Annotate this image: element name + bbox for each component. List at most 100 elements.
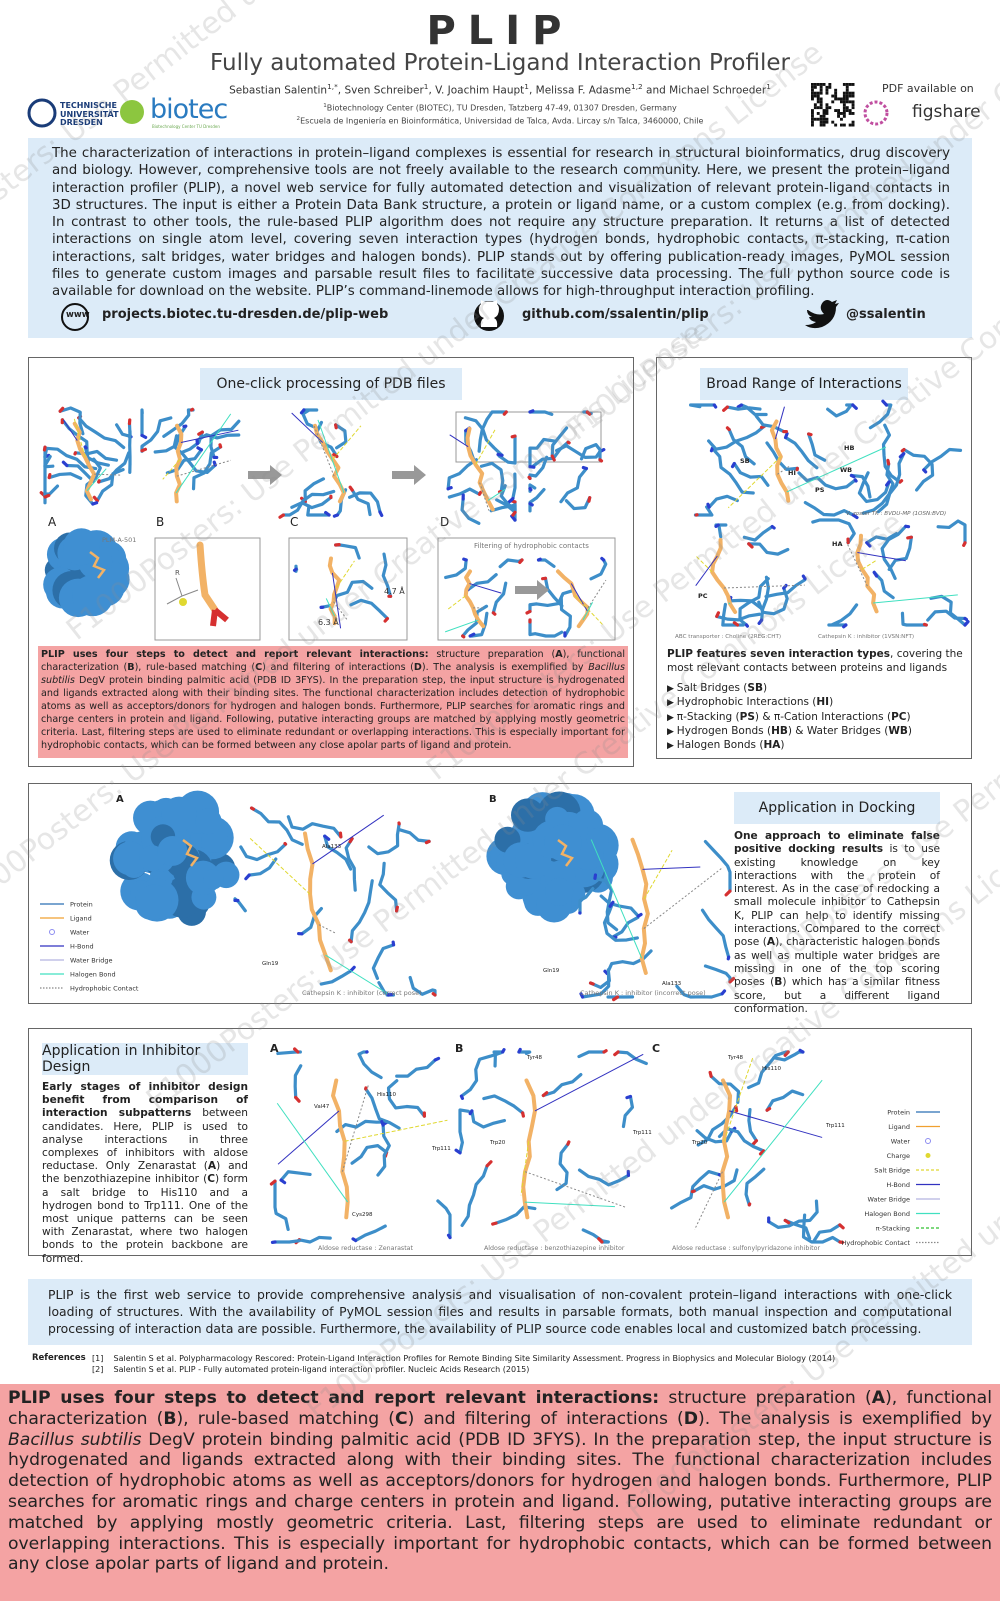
text-segment: , Sven Schreiber — [337, 84, 424, 97]
bullet: ▶ — [667, 741, 677, 752]
text-segment: WB — [888, 724, 908, 737]
enlarged-caption: PLIP uses four steps to detect and repor… — [0, 1384, 1000, 1601]
logo-text: TECHNISCHE — [60, 101, 117, 110]
text-segment: ), characteristic halogen bonds as well … — [734, 936, 940, 989]
docking-text: One approach to eliminate false positive… — [734, 830, 940, 1016]
text-segment: ) — [907, 724, 913, 737]
text-segment: 2 — [296, 115, 301, 122]
text-segment: Salt Bridges ( — [676, 682, 748, 694]
section-heading: Application in Docking — [734, 792, 940, 824]
text-segment: Sebastian Salentin — [229, 84, 328, 97]
list-item: ▶ Halogen Bonds (HA) — [667, 739, 965, 753]
text-segment: , Melissa F. Adasme — [528, 84, 632, 97]
references: [1] Salentin S et al. Polypharmacology R… — [92, 1353, 835, 1375]
link[interactable]: projects.biotec.tu-dresden.de/plip-web — [102, 307, 389, 322]
www-icon-label: www — [66, 310, 90, 320]
affiliation: 1Biotechnology Center (BIOTEC), TU Dresd… — [0, 101, 1000, 114]
figshare-logo[interactable]: figshare — [912, 102, 981, 122]
qr-cell — [811, 97, 814, 101]
text-segment: is to use existing knowledge on key inte… — [734, 843, 941, 949]
text-segment: PLIP features seven interaction types — [667, 648, 891, 660]
text-segment: HI — [816, 696, 830, 709]
text-segment: Bacillus subtilis — [41, 662, 625, 686]
text-segment: C — [394, 1408, 408, 1429]
text-segment: ) & Water Bridges ( — [787, 724, 889, 737]
text-segment: ). The analysis is exemplified by — [698, 1408, 993, 1429]
text-segment: D — [413, 662, 422, 673]
text-segment: structure preparation ( — [659, 1388, 872, 1408]
workflow-caption: PLIP uses four steps to detect and repor… — [38, 646, 628, 758]
pdf-note: PDF available on — [882, 82, 974, 95]
text-segment: ) form a salt bridge to His110 and a hyd… — [42, 1173, 249, 1265]
reference-text: Salentin S et al. Polypharmacology Resco… — [113, 1354, 836, 1363]
text-segment: 1 — [766, 82, 771, 91]
qr-cell — [842, 97, 846, 101]
conclusion-text: PLIP is the first web service to provide… — [48, 1287, 952, 1336]
text-segment: Escuela de Ingeniería en Bioinformática,… — [300, 116, 704, 126]
text-segment: structure preparation ( — [428, 649, 556, 660]
text-segment: ) — [906, 710, 911, 723]
list-item: ▶ Hydrogen Bonds (HB) & Water Bridges (W… — [667, 725, 965, 739]
text-segment: 1,* — [327, 82, 338, 91]
bullet: ▶ — [667, 684, 677, 694]
text-segment: HB — [771, 724, 788, 737]
section-heading: Broad Range of Interactions — [700, 368, 908, 400]
tud-logo: TECHNISCHE UNIVERSITÄT DRESDEN — [60, 101, 119, 128]
text-segment: ), rule-based matching ( — [134, 662, 256, 673]
qr-cell — [845, 97, 849, 101]
text-segment: ) which has a similar fitness score, but… — [734, 976, 940, 1015]
text-segment: Hydrogen Bonds ( — [676, 724, 772, 737]
text-segment: ). The analysis is exemplified by — [421, 662, 589, 673]
text-segment: ), functional characterization ( — [41, 649, 625, 673]
list-item: ▶ π-Stacking (PS) & π-Cation Interaction… — [667, 711, 965, 725]
conclusion-box — [28, 1279, 972, 1345]
text-segment: 1 — [423, 82, 429, 91]
text-segment: A — [207, 1160, 217, 1173]
qr-cell — [840, 97, 843, 101]
text-segment: ) & π-Cation Interactions ( — [754, 710, 892, 723]
text-segment: 1 — [524, 82, 529, 91]
bullet: ▶ — [667, 698, 677, 709]
text-segment: ), functional characterization ( — [8, 1388, 992, 1429]
references-label: References — [32, 1353, 86, 1363]
text-segment: ) — [762, 682, 768, 694]
inhibitor-text: Early stages of inhibitor design benefit… — [42, 1081, 248, 1266]
abstract-text: The characterization of interactions in … — [52, 146, 950, 300]
text-segment: C — [255, 662, 263, 673]
text-segment: ) — [829, 696, 834, 709]
subtitle: Fully automated Protein-Ligand Interacti… — [210, 50, 790, 76]
reference-number: [1] — [92, 1354, 104, 1363]
text-segment: PLIP uses four steps to detect and repor… — [41, 649, 429, 660]
text-segment: ) and filtering of interactions ( — [407, 1408, 684, 1429]
text-segment: Bacillus subtilis — [8, 1429, 142, 1450]
reference-text: Salentin S et al. PLIP - Fully automated… — [113, 1365, 530, 1374]
text-segment: One approach to eliminate false positive… — [734, 830, 940, 856]
text-segment: ) — [780, 739, 785, 752]
text-segment: A — [555, 649, 563, 660]
biotec-logo: biotec — [150, 94, 228, 125]
qr-cell — [834, 97, 838, 101]
text-segment: DegV protein binding palmitic acid (PDB … — [41, 675, 625, 751]
reference: [2] Salentin S et al. PLIP - Fully autom… — [92, 1364, 835, 1375]
text-segment: ) and filtering of interactions ( — [262, 662, 414, 673]
text-segment: , V. Joachim Haupt — [428, 84, 525, 97]
list-item: ▶ Hydrophobic Interactions (HI) — [667, 696, 965, 710]
interactions-text: PLIP features seven interaction types, c… — [667, 648, 965, 675]
text-segment: D — [683, 1408, 699, 1429]
biotec-subtitle: Biotechnology Center TU Dresden — [152, 124, 220, 129]
bullet: ▶ — [667, 726, 677, 737]
text-segment: 1,2 — [631, 82, 643, 91]
text-segment: 1 — [323, 103, 327, 109]
text-segment: PC — [891, 710, 907, 723]
link[interactable]: github.com/ssalentin/plip — [522, 307, 709, 322]
text-segment: SB — [747, 682, 763, 694]
text-segment: HA — [763, 739, 781, 752]
qr-cell — [816, 97, 820, 101]
interaction-list: ▶ Salt Bridges (SB) ▶ Hydrophobic Interac… — [667, 682, 965, 753]
reference-number: [2] — [92, 1365, 104, 1374]
link[interactable]: @ssalentin — [846, 307, 926, 322]
text-segment: B — [127, 662, 135, 673]
text-segment: Early stages of inhibitor design benefit… — [42, 1081, 248, 1120]
list-item: ▶ Salt Bridges (SB) — [667, 682, 965, 696]
